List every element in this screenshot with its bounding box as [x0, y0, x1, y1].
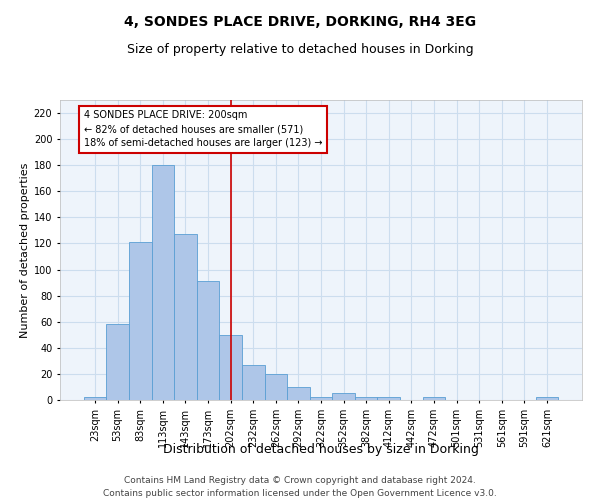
Bar: [242, 365, 265, 400]
Bar: [152, 165, 174, 400]
Text: Size of property relative to detached houses in Dorking: Size of property relative to detached ho…: [127, 42, 473, 56]
Bar: [84, 398, 106, 400]
Y-axis label: Number of detached properties: Number of detached properties: [20, 162, 29, 338]
Bar: [106, 324, 129, 400]
Bar: [422, 398, 445, 400]
Bar: [355, 398, 377, 400]
Bar: [536, 398, 558, 400]
Bar: [265, 374, 287, 400]
Text: 4 SONDES PLACE DRIVE: 200sqm
← 82% of detached houses are smaller (571)
18% of s: 4 SONDES PLACE DRIVE: 200sqm ← 82% of de…: [84, 110, 322, 148]
Bar: [287, 387, 310, 400]
Text: Distribution of detached houses by size in Dorking: Distribution of detached houses by size …: [163, 442, 479, 456]
Text: Contains HM Land Registry data © Crown copyright and database right 2024.
Contai: Contains HM Land Registry data © Crown c…: [103, 476, 497, 498]
Bar: [377, 398, 400, 400]
Bar: [197, 282, 220, 400]
Bar: [220, 335, 242, 400]
Bar: [332, 394, 355, 400]
Text: 4, SONDES PLACE DRIVE, DORKING, RH4 3EG: 4, SONDES PLACE DRIVE, DORKING, RH4 3EG: [124, 15, 476, 29]
Bar: [310, 398, 332, 400]
Bar: [174, 234, 197, 400]
Bar: [129, 242, 152, 400]
